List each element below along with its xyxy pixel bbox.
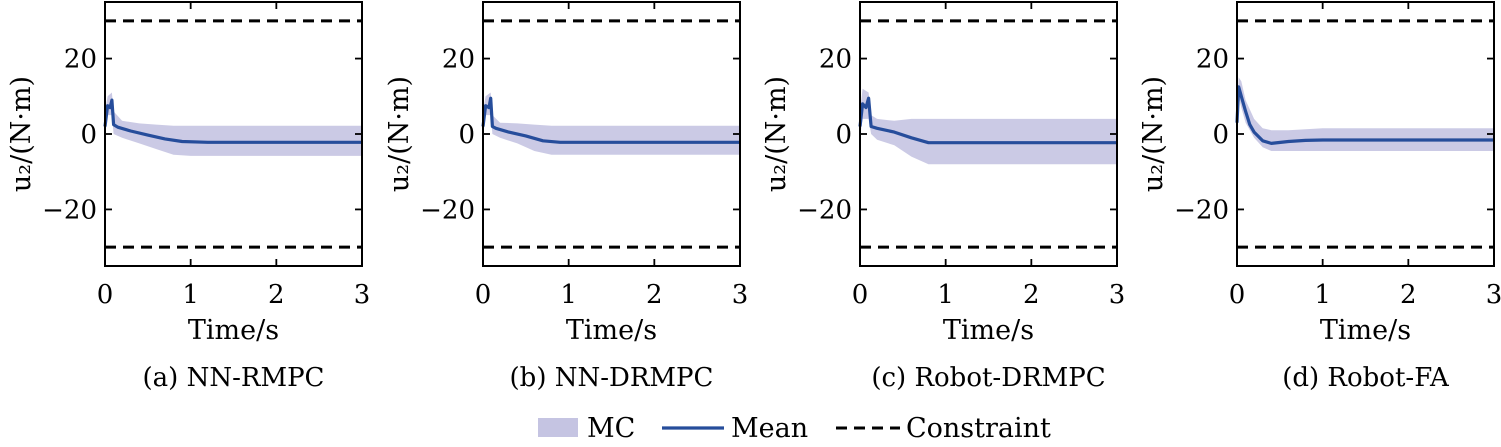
x-tick-label: 3 [1486, 280, 1501, 310]
y-tick-label: 0 [835, 120, 852, 150]
x-tick-label: 1 [182, 280, 199, 310]
x-axis-label: Time/s [943, 315, 1034, 346]
x-axis-label: Time/s [1320, 315, 1411, 346]
mc-band [483, 92, 740, 155]
panel-4: 0 1 2 3 −20 0 20 Time/s u₂/(N·m) (d) Robot-FA [1138, 1, 1501, 393]
y-tick-label: 20 [64, 45, 97, 75]
panel-caption: (b) NN-DRMPC [510, 363, 714, 393]
y-tick-label: −20 [1174, 195, 1229, 225]
panel-2: 0 1 2 3 −20 0 20 Time/s u₂/(N·m) (b) NN-DRMPC [384, 1, 749, 393]
legend-constraint-label: Constraint [906, 413, 1051, 444]
panel-caption: (a) NN-RMPC [143, 363, 325, 393]
x-tick-label: 0 [475, 280, 492, 310]
mean-line [103, 98, 362, 144]
x-tick-label: 3 [732, 280, 749, 310]
mc-band [105, 92, 362, 156]
x-tick-label: 2 [646, 280, 663, 310]
x-tick-label: 0 [1229, 280, 1246, 310]
mc-band [860, 88, 1117, 165]
x-tick-label: 1 [937, 280, 954, 310]
y-tick-label: 20 [819, 45, 852, 75]
panel-1: 0 1 2 3 −20 0 20 Time/s u₂/(N·m) (a) NN-RMPC [6, 1, 371, 393]
y-tick-label: −20 [797, 195, 852, 225]
mean-line [1235, 85, 1494, 145]
y-axis-label: u₂/(N·m) [6, 76, 37, 192]
legend-mc-label: MC [587, 413, 635, 444]
x-tick-label: 0 [852, 280, 869, 310]
y-tick-label: 0 [458, 120, 475, 150]
y-tick-label: 20 [1196, 45, 1229, 75]
x-tick-label: 0 [97, 280, 114, 310]
y-tick-label: 0 [80, 120, 97, 150]
y-axis-label: u₂/(N·m) [761, 76, 792, 192]
y-tick-label: −20 [420, 195, 475, 225]
mean-line [858, 96, 1117, 145]
x-tick-label: 1 [560, 280, 577, 310]
x-axis-label: Time/s [566, 315, 657, 346]
panel-3: 0 1 2 3 −20 0 20 Time/s u₂/(N·m) (c) Robot-DRMPC [761, 1, 1126, 393]
y-tick-label: 20 [442, 45, 475, 75]
y-tick-label: 0 [1212, 120, 1229, 150]
y-axis-label: u₂/(N·m) [1138, 76, 1169, 192]
x-tick-label: 2 [1023, 280, 1040, 310]
x-tick-label: 3 [354, 280, 371, 310]
mean-line [481, 96, 740, 144]
legend-mc-swatch [538, 418, 578, 437]
panel-caption: (c) Robot-DRMPC [871, 363, 1105, 393]
legend-mean-label: Mean [731, 413, 808, 444]
panel-caption: (d) Robot-FA [1282, 363, 1450, 393]
x-tick-label: 2 [1400, 280, 1417, 310]
mc-band [1237, 77, 1494, 151]
x-axis-label: Time/s [188, 315, 279, 346]
x-tick-label: 1 [1314, 280, 1331, 310]
y-axis-label: u₂/(N·m) [384, 76, 415, 192]
x-tick-label: 2 [268, 280, 285, 310]
y-tick-label: −20 [42, 195, 97, 225]
legend: MC Mean Constraint [538, 413, 1051, 444]
x-tick-label: 3 [1109, 280, 1126, 310]
